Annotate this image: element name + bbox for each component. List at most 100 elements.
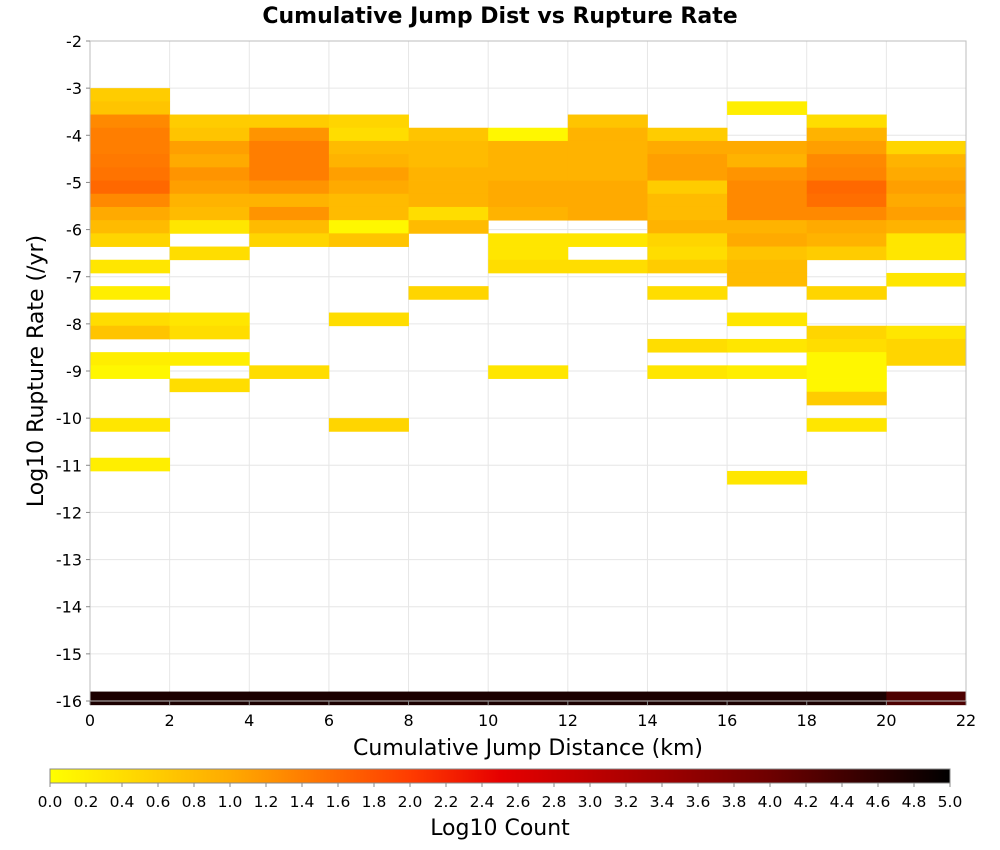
heatmap-cell: [806, 140, 887, 155]
heatmap-cell: [408, 127, 489, 142]
colorbar-tick-label: 3.6: [686, 793, 711, 811]
heatmap-cell: [727, 220, 808, 234]
x-axis-ticks: 0 2 4 6 8 10 12 14 16 18 20 22: [85, 701, 976, 730]
heatmap-cell: [90, 193, 171, 208]
heatmap-cell: [90, 259, 171, 274]
heatmap-cell: [90, 365, 171, 379]
colorbar-label: Log10 Count: [430, 816, 570, 841]
heatmap-cell: [408, 180, 489, 195]
heatmap-cell: [408, 286, 489, 300]
heatmap-cell: [806, 378, 887, 393]
y-tick-label: -15: [56, 645, 82, 664]
heatmap-cell: [408, 691, 489, 706]
heatmap-cell: [647, 180, 728, 195]
heatmap-cell: [886, 154, 967, 168]
heatmap-cell: [169, 206, 250, 221]
x-tick-label: 20: [876, 711, 896, 730]
y-tick-label: -9: [66, 362, 82, 381]
heatmap-cell: [249, 154, 330, 168]
heatmap-cell: [169, 325, 250, 340]
heatmap-cell: [806, 127, 887, 142]
heatmap-cell: [886, 233, 967, 247]
heatmap-cell: [169, 154, 250, 168]
heatmap-cell: [90, 167, 171, 181]
heatmap-cell: [806, 193, 887, 208]
heatmap-cell: [169, 140, 250, 155]
heatmap-cell: [249, 114, 330, 129]
heatmap-cell: [806, 154, 887, 168]
heatmap-cell: [567, 154, 648, 168]
heatmap-cell: [408, 167, 489, 181]
heatmap-cell: [169, 167, 250, 181]
heatmap-cell: [886, 691, 967, 706]
heatmap-cell: [249, 233, 330, 247]
heatmap-cell: [886, 352, 967, 366]
heatmap-cell: [806, 180, 887, 195]
heatmap-cell: [90, 101, 171, 115]
heatmap-cell: [328, 127, 409, 142]
heatmap-cell: [647, 140, 728, 155]
heatmap-cell: [90, 691, 171, 706]
heatmap-cell: [727, 272, 808, 287]
heatmap-cell: [886, 167, 967, 181]
heatmap-cell: [169, 220, 250, 234]
heatmap-cell: [727, 338, 808, 353]
heatmap-cell: [90, 88, 171, 102]
colorbar-tick-label: 4.8: [902, 793, 927, 811]
heatmap-cell: [727, 312, 808, 327]
heatmap-cell: [886, 325, 967, 340]
heatmap-cell: [727, 180, 808, 195]
colorbar-tick-label: 2.6: [506, 793, 531, 811]
heatmap-cell: [727, 691, 808, 706]
heatmap-cell: [169, 246, 250, 261]
heatmap-cell: [249, 691, 330, 706]
heatmap-cell: [647, 286, 728, 300]
heatmap-cell: [567, 140, 648, 155]
heatmap-cell: [408, 220, 489, 234]
colorbar-tick-label: 3.8: [722, 793, 747, 811]
colorbar-tick-label: 0.8: [182, 793, 207, 811]
heatmap-cell: [806, 114, 887, 129]
x-tick-label: 10: [478, 711, 498, 730]
heatmap-cell: [90, 352, 171, 366]
heatmap-cell: [328, 206, 409, 221]
heatmap-cell: [806, 246, 887, 261]
heatmap-cell: [886, 193, 967, 208]
y-tick-label: -8: [66, 315, 82, 334]
colorbar-tick-label: 2.0: [398, 793, 423, 811]
heatmap-cell: [328, 114, 409, 129]
heatmap-cell: [249, 220, 330, 234]
heatmap-cell: [328, 180, 409, 195]
heatmap-cell: [567, 114, 648, 129]
heatmap-cell: [488, 167, 569, 181]
heatmap-cell: [886, 272, 967, 287]
colorbar-tick-label: 0.2: [74, 793, 99, 811]
heatmap-cell: [90, 457, 171, 472]
heatmap-cell: [408, 140, 489, 155]
heatmap-cell: [886, 246, 967, 261]
heatmap-cell: [488, 246, 569, 261]
heatmap-cells: [90, 88, 967, 706]
x-tick-label: 16: [717, 711, 737, 730]
heatmap-cell: [169, 312, 250, 327]
heatmap-cell: [90, 206, 171, 221]
heatmap-cell: [647, 220, 728, 234]
colorbar-tick-label: 2.8: [542, 793, 567, 811]
heatmap-cell: [90, 127, 171, 142]
heatmap-cell: [567, 193, 648, 208]
heatmap-cell: [328, 418, 409, 432]
heatmap-cell: [488, 140, 569, 155]
heatmap-cell: [806, 352, 887, 366]
x-tick-label: 18: [797, 711, 817, 730]
y-tick-label: -13: [56, 551, 82, 570]
heatmap-cell: [408, 206, 489, 221]
y-tick-label: -5: [66, 173, 82, 192]
heatmap-cell: [806, 391, 887, 406]
heatmap-cell: [328, 220, 409, 234]
heatmap-cell: [488, 193, 569, 208]
heatmap-cell: [90, 140, 171, 155]
heatmap-cell: [727, 154, 808, 168]
heatmap-cell: [488, 365, 569, 379]
y-tick-label: -12: [56, 503, 82, 522]
heatmap-cell: [647, 154, 728, 168]
